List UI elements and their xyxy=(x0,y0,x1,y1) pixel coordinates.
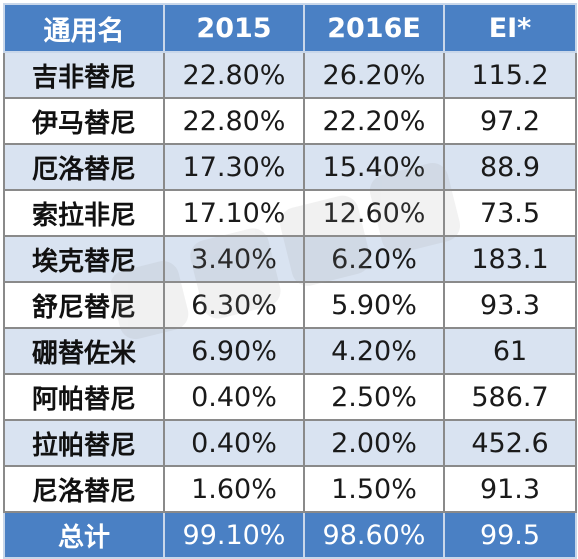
header-2016e: 2016E xyxy=(303,3,445,53)
share-2015-cell: 0.40% xyxy=(163,419,305,467)
table-row: 埃克替尼 3.40% 6.20% 183.1 xyxy=(3,235,577,283)
share-2016e-cell: 26.20% xyxy=(303,51,445,99)
drug-name-cell: 拉帕替尼 xyxy=(3,419,165,467)
ei-cell: 452.6 xyxy=(443,419,577,467)
drug-name-cell: 阿帕替尼 xyxy=(3,373,165,421)
table-row: 吉非替尼 22.80% 26.20% 115.2 xyxy=(3,51,577,99)
share-2016e-cell: 2.50% xyxy=(303,373,445,421)
table-row: 硼替佐米 6.90% 4.20% 61 xyxy=(3,327,577,375)
drug-name-cell: 舒尼替尼 xyxy=(3,281,165,329)
drug-name-cell: 埃克替尼 xyxy=(3,235,165,283)
drug-name-cell: 厄洛替尼 xyxy=(3,143,165,191)
share-2016e-cell: 22.20% xyxy=(303,97,445,145)
drug-name-cell: 索拉非尼 xyxy=(3,189,165,237)
share-2016e-cell: 5.90% xyxy=(303,281,445,329)
ei-cell: 586.7 xyxy=(443,373,577,421)
table-header: 通用名 2015 2016E EI* xyxy=(3,3,577,53)
drug-share-table: 通用名 2015 2016E EI* 吉非替尼 22.80% 26.20% 115.2… xyxy=(3,3,577,559)
drug-name-cell: 硼替佐米 xyxy=(3,327,165,375)
table-body: 吉非替尼 22.80% 26.20% 115.2 伊马替尼 22.80% 22.20% 97.… xyxy=(3,51,577,513)
header-row: 通用名 2015 2016E EI* xyxy=(3,3,577,53)
total-ei: 99.5 xyxy=(443,511,577,559)
ei-cell: 97.2 xyxy=(443,97,577,145)
total-label: 总计 xyxy=(3,511,165,559)
drug-name-cell: 尼洛替尼 xyxy=(3,465,165,513)
ei-cell: 73.5 xyxy=(443,189,577,237)
share-2015-cell: 22.80% xyxy=(163,97,305,145)
header-ei: EI* xyxy=(443,3,577,53)
table-row: 舒尼替尼 6.30% 5.90% 93.3 xyxy=(3,281,577,329)
header-2015: 2015 xyxy=(163,3,305,53)
total-row: 总计 99.10% 98.60% 99.5 xyxy=(3,511,577,559)
share-2015-cell: 17.10% xyxy=(163,189,305,237)
drug-name-cell: 伊马替尼 xyxy=(3,97,165,145)
ei-cell: 93.3 xyxy=(443,281,577,329)
share-2015-cell: 3.40% xyxy=(163,235,305,283)
table-row: 索拉非尼 17.10% 12.60% 73.5 xyxy=(3,189,577,237)
share-2016e-cell: 15.40% xyxy=(303,143,445,191)
table-row: 阿帕替尼 0.40% 2.50% 586.7 xyxy=(3,373,577,421)
share-2016e-cell: 4.20% xyxy=(303,327,445,375)
table-row: 拉帕替尼 0.40% 2.00% 452.6 xyxy=(3,419,577,467)
drug-share-table-container: 通用名 2015 2016E EI* 吉非替尼 22.80% 26.20% 115.2… xyxy=(3,3,577,559)
header-generic-name: 通用名 xyxy=(3,3,165,53)
share-2016e-cell: 12.60% xyxy=(303,189,445,237)
drug-name-cell: 吉非替尼 xyxy=(3,51,165,99)
total-2015: 99.10% xyxy=(163,511,305,559)
share-2016e-cell: 2.00% xyxy=(303,419,445,467)
share-2015-cell: 6.30% xyxy=(163,281,305,329)
share-2015-cell: 6.90% xyxy=(163,327,305,375)
share-2015-cell: 22.80% xyxy=(163,51,305,99)
table-row: 尼洛替尼 1.60% 1.50% 91.3 xyxy=(3,465,577,513)
table-row: 伊马替尼 22.80% 22.20% 97.2 xyxy=(3,97,577,145)
total-2016e: 98.60% xyxy=(303,511,445,559)
ei-cell: 115.2 xyxy=(443,51,577,99)
share-2015-cell: 17.30% xyxy=(163,143,305,191)
ei-cell: 61 xyxy=(443,327,577,375)
table-row: 厄洛替尼 17.30% 15.40% 88.9 xyxy=(3,143,577,191)
share-2016e-cell: 1.50% xyxy=(303,465,445,513)
share-2015-cell: 0.40% xyxy=(163,373,305,421)
share-2016e-cell: 6.20% xyxy=(303,235,445,283)
table-footer: 总计 99.10% 98.60% 99.5 xyxy=(3,511,577,559)
ei-cell: 88.9 xyxy=(443,143,577,191)
share-2015-cell: 1.60% xyxy=(163,465,305,513)
ei-cell: 183.1 xyxy=(443,235,577,283)
ei-cell: 91.3 xyxy=(443,465,577,513)
